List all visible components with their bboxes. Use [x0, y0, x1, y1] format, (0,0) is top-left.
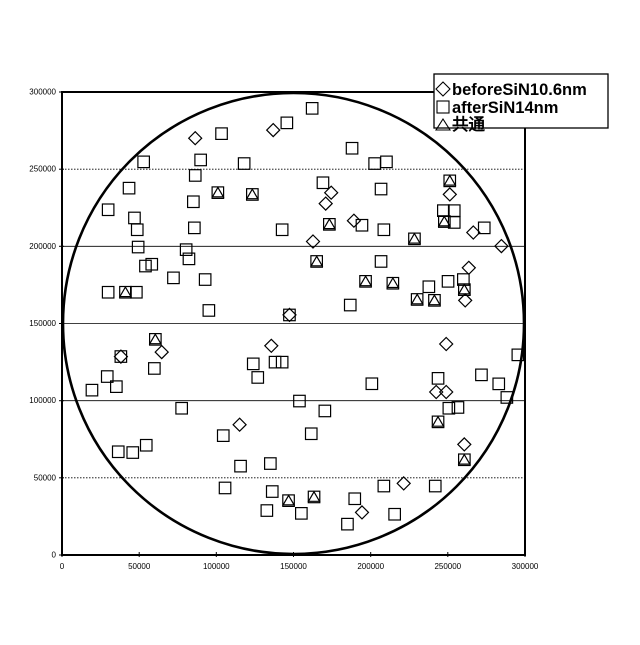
svg-text:250000: 250000: [434, 562, 461, 571]
svg-text:150000: 150000: [29, 319, 56, 328]
svg-text:50000: 50000: [34, 473, 57, 482]
svg-text:250000: 250000: [29, 165, 56, 174]
svg-text:300000: 300000: [29, 88, 56, 97]
svg-text:afterSiN14nm: afterSiN14nm: [452, 99, 558, 117]
svg-text:150000: 150000: [280, 562, 307, 571]
svg-text:100000: 100000: [29, 396, 56, 405]
svg-text:共通: 共通: [452, 115, 486, 134]
svg-text:50000: 50000: [128, 562, 151, 571]
svg-text:100000: 100000: [203, 562, 230, 571]
svg-text:0: 0: [52, 551, 57, 560]
svg-text:200000: 200000: [29, 242, 56, 251]
svg-text:0: 0: [60, 562, 65, 571]
svg-text:200000: 200000: [357, 562, 384, 571]
svg-text:beforeSiN10.6nm: beforeSiN10.6nm: [452, 81, 587, 99]
svg-text:300000: 300000: [512, 562, 539, 571]
